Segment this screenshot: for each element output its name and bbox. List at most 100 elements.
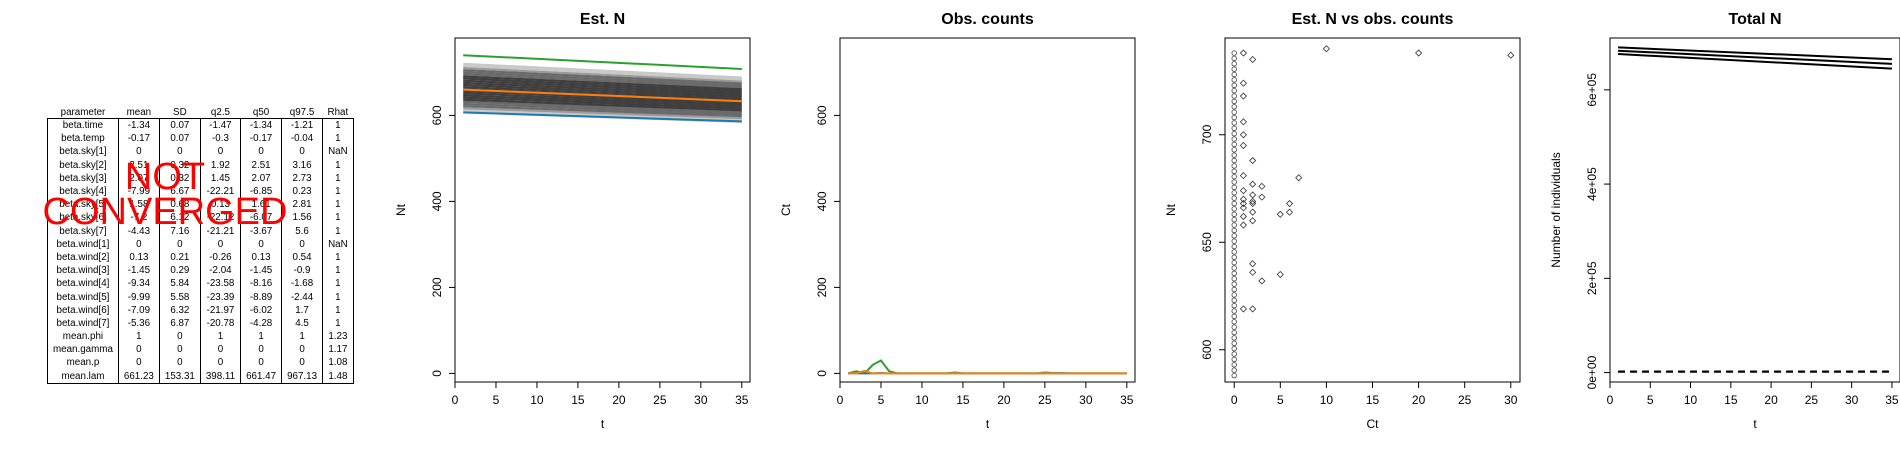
value-cell: 2.73 [281,171,324,185]
data-point [1239,221,1248,229]
value-cell: -1.34 [117,118,160,133]
x-tick-label: 0 [1231,393,1238,407]
value-cell: 1.92 [199,158,242,172]
value-cell: 1 [322,250,354,265]
value-cell: -0.17 [240,132,283,146]
posterior-line [463,77,742,93]
x-tick-label: 5 [493,393,500,407]
value-cell: -7.99 [117,184,160,199]
value-cell: 0 [281,343,324,357]
value-cell: -7.09 [117,303,160,317]
est-n-vs-obs-counts-chart: Est. N vs obs. counts Ct Nt 0 5 10 15 20 25 30 600… [1164,11,1521,431]
y-tick-label: 0 [815,370,829,377]
value-cell: 1 [199,330,242,344]
value-cell: 0 [117,356,160,370]
table-row: beta.sky[6] -7.2 6.12 -22.12 -6.07 1.56 1 [47,211,354,225]
data-point [1231,222,1237,228]
posterior-line [463,100,742,114]
table-row: beta.wind[1] 0 0 0 0 0 NaN [47,237,354,251]
value-cell: 1.7 [281,303,324,317]
value-cell: 0.13 [240,250,283,265]
data-point [1249,197,1257,205]
data-point [1231,71,1237,78]
data-point [1239,118,1248,126]
parameter-cell: beta.wind[1] [47,237,119,251]
y-axis-label: Nt [1164,203,1178,216]
posterior-line [463,102,742,116]
value-cell: -1.34 [240,118,283,133]
series-line [1618,53,1892,70]
x-tick-label: 10 [1320,393,1334,407]
value-cell: -22.12 [199,211,242,225]
value-cell: 661.23 [117,369,160,384]
value-cell: 1 [322,184,354,199]
data-point [1231,227,1237,234]
value-cell: -6.02 [240,303,283,317]
data-point [1249,305,1257,313]
value-cell: 1.48 [322,369,354,384]
x-axis-label: Ct [1367,417,1380,431]
value-cell: 1 [281,330,324,344]
data-point [1231,173,1237,180]
y-tick-label: 0 [430,370,444,377]
value-cell: 1 [240,330,283,344]
table-row: beta.wind[3] -1.45 0.29 -2.04 -1.45 -0.9 1 [47,264,354,278]
parameter-cell: beta.time [47,118,119,133]
posterior-line [463,79,742,95]
data-point [1231,152,1237,158]
parameter-cell: beta.temp [47,132,119,146]
data-point [1231,308,1237,314]
data-point [1231,98,1237,105]
data-point [1239,172,1248,180]
data-point [1231,351,1237,357]
plot-frame [454,37,751,383]
value-cell: -9.99 [117,290,160,304]
data-point [1231,157,1237,164]
data-point [1231,66,1237,72]
data-point [1231,77,1237,83]
x-tick-label: 20 [997,393,1011,407]
table-row: mean.lam 661.23 153.31 398.11 661.47 967.13 1.… [47,369,354,384]
value-cell: 0 [281,237,324,251]
value-cell: 2.51 [117,158,160,172]
value-cell: -21.21 [199,224,242,238]
table-row: beta.wind[5] -9.99 5.58 -23.39 -8.89 -2.44 1 [47,290,354,304]
data-point [1231,104,1237,110]
value-cell: 0.13 [199,198,242,212]
value-cell: 6.67 [158,184,201,199]
data-point [1231,179,1237,185]
data-point [1231,61,1237,67]
parameter-cell: beta.wind[2] [47,250,119,265]
value-cell: NaN [322,145,354,159]
table-row: beta.wind[7] -5.36 6.87 -20.78 -4.28 4.5 1 [47,316,354,330]
x-tick-label: 5 [878,393,885,407]
column-header: parameter [60,106,106,118]
y-tick-label: 650 [1200,232,1214,252]
value-cell: NaN [322,237,354,251]
value-cell: 0.32 [158,171,201,185]
data-point [1231,87,1237,94]
parameter-cell: beta.sky[3] [47,171,119,185]
value-cell: 1 [322,132,354,146]
x-tick-label: 20 [1412,393,1426,407]
value-cell: 967.13 [281,369,324,384]
value-cell: 2.51 [240,158,283,172]
table-row: mean.gamma 0 0 0 0 0 1.17 [47,343,354,357]
x-tick-label: 10 [1684,393,1698,407]
data-point [1239,131,1248,139]
posterior-line [463,85,742,100]
x-tick-label: 25 [1805,393,1819,407]
value-cell: 0.32 [158,158,201,172]
x-tick-label: 25 [1038,393,1052,407]
data-point [1231,200,1237,207]
value-cell: 1 [117,330,160,344]
value-cell: 0.13 [117,250,160,265]
table-row: beta.sky[7] -4.43 7.16 -21.21 -3.67 5.6 1 [47,224,354,238]
data-point [1231,286,1237,293]
value-cell: 3.16 [281,158,324,172]
x-tick-label: 0 [837,393,844,407]
table-row: beta.temp -0.17 0.07 -0.3 -0.17 -0.04 1 [47,132,354,146]
plot-frame [1609,37,1900,383]
table-row: beta.sky[3] 2.07 0.32 1.45 2.07 2.73 1 [47,171,354,185]
data-point [1231,55,1237,62]
